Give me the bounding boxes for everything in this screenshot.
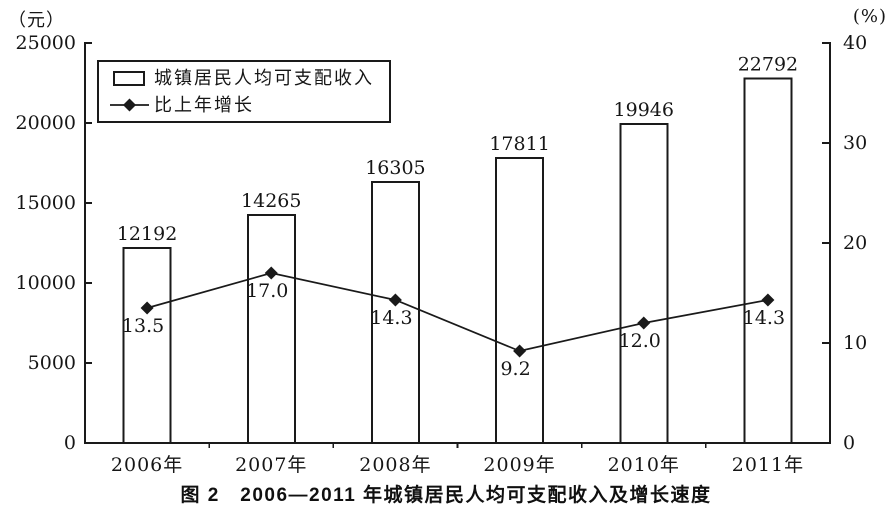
svg-text:30: 30 [843,132,867,154]
diamond-marker [388,293,402,307]
growth-line [146,272,769,352]
chart-caption: 图 2 2006—2011 年城镇居民人均可支配收入及增长速度 [180,485,712,506]
bar-value-label: 14265 [241,190,301,212]
diamond-marker [264,266,278,280]
svg-text:10000: 10000 [16,272,76,294]
right-axis-tick-labels: 0 10 20 30 40 [843,32,867,454]
right-axis-unit-label: (%) [852,6,887,27]
bar-2010年 [619,122,669,444]
bar-value-label: 16305 [365,157,425,179]
axis-ticks [85,42,830,448]
svg-text:40: 40 [843,32,867,54]
diamond-marker [140,301,154,315]
svg-text:5000: 5000 [28,352,76,374]
line-value-label: 14.3 [743,307,785,329]
year-label: 2011年 [732,454,804,476]
bar-2008年 [370,181,420,444]
bar-series: 12192 14265 16305 17811 19946 22792 [117,53,798,445]
year-label: 2007年 [235,454,307,476]
line-value-label: 17.0 [246,280,288,302]
svg-text:0: 0 [64,432,76,454]
legend-bar-swatch-icon [113,71,145,86]
bar-2011年 [743,77,793,444]
left-axis-tick-labels: 0 5000 10000 15000 20000 25000 [16,32,76,454]
bar-value-label: 12192 [117,223,177,245]
svg-text:15000: 15000 [16,192,76,214]
line-value-label: 14.3 [370,307,412,329]
line-value-label: 9.2 [500,358,530,380]
income-growth-combo-chart: 12192 14265 16305 17811 19946 22792 0 5000 10000… [16,32,868,476]
bar-value-label: 17811 [489,133,549,155]
legend-box [97,60,391,123]
legend-diamond-icon [123,98,136,112]
year-label: 2008年 [359,454,431,476]
line-series: 13.5 17.0 14.3 9.2 12.0 14.3 [122,266,785,380]
svg-text:20000: 20000 [16,112,76,134]
bar-2007年 [246,213,296,444]
x-axis-category-labels: 2006年 2007年 2008年 2009年 2010年 2011年 [111,454,804,476]
bar-2009年 [495,157,545,445]
line-value-label: 13.5 [122,315,164,337]
year-label: 2010年 [608,454,680,476]
year-label: 2006年 [111,454,183,476]
year-label: 2009年 [483,454,555,476]
diamond-marker [637,316,651,330]
bar-2006年 [122,246,172,444]
line-value-label: 12.0 [619,330,661,352]
svg-text:10: 10 [843,332,867,354]
svg-text:0: 0 [843,432,855,454]
left-axis-unit-label: （元） [8,10,65,31]
bar-value-label: 19946 [614,99,674,121]
svg-text:25000: 25000 [16,32,76,54]
legend-bar-label: 城镇居民人均可支配收入 [154,68,374,89]
diamond-marker [513,344,527,358]
svg-text:20: 20 [843,232,867,254]
diamond-marker [761,293,775,307]
bar-value-label: 22792 [738,53,798,75]
legend-line-label: 比上年增长 [154,95,254,116]
